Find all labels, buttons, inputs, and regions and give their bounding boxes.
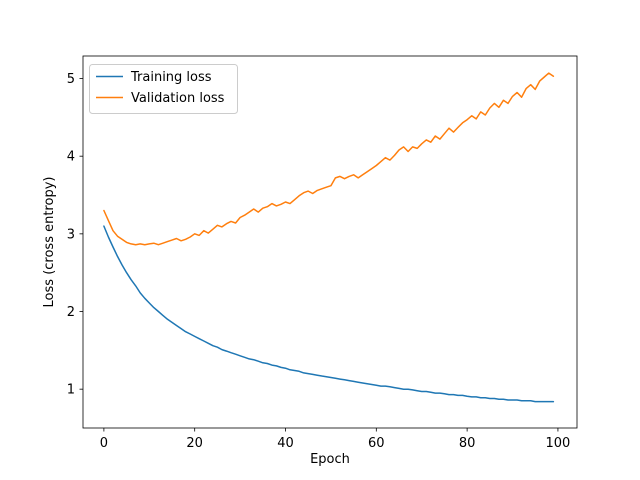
y-tick-label: 5 bbox=[67, 72, 75, 87]
x-axis-label: Epoch bbox=[310, 452, 350, 467]
validation-loss-legend-label: Validation loss bbox=[131, 91, 225, 106]
x-tick-label: 20 bbox=[186, 436, 203, 451]
x-tick-label: 80 bbox=[459, 436, 476, 451]
plot-area bbox=[82, 55, 578, 429]
y-tick-label: 4 bbox=[67, 150, 75, 165]
ticks-group: 0 20 40 60 80 100 1 2 3 4 5 bbox=[67, 72, 571, 451]
legend: Training loss Validation loss bbox=[89, 64, 238, 114]
x-tick-label: 60 bbox=[368, 436, 385, 451]
x-tick-label: 40 bbox=[277, 436, 294, 451]
training-loss-line bbox=[103, 225, 555, 403]
validation-loss-line bbox=[103, 72, 555, 246]
x-tick-label: 0 bbox=[100, 436, 108, 451]
y-axis-label: Loss (cross entropy) bbox=[42, 177, 57, 308]
y-tick-label: 2 bbox=[67, 305, 75, 320]
series-group bbox=[103, 72, 555, 403]
legend-frame bbox=[89, 64, 238, 114]
x-tick-label: 100 bbox=[546, 436, 571, 451]
training-loss-legend-label: Training loss bbox=[130, 70, 212, 85]
y-tick-label: 3 bbox=[67, 227, 75, 242]
y-tick-label: 1 bbox=[67, 383, 75, 398]
